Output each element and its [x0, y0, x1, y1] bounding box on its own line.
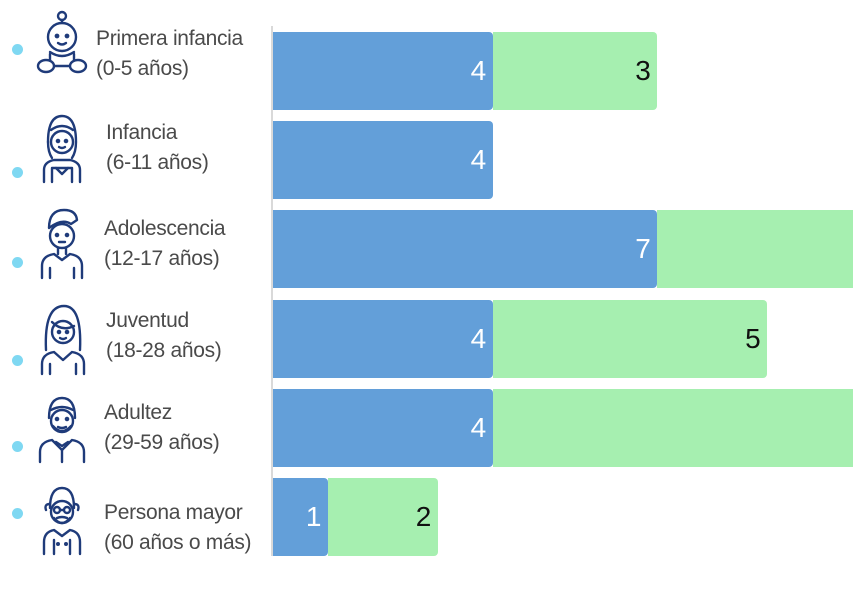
- bar-series1: [273, 478, 328, 556]
- bar-series1: [273, 210, 658, 289]
- category-label-line1: Adolescencia: [104, 217, 226, 240]
- child-girl-icon: [36, 112, 88, 184]
- category-label-line2: (0-5 años): [96, 57, 189, 80]
- teen-boy-icon: [36, 206, 88, 280]
- bar-series2: [492, 299, 768, 378]
- category-label-line1: Primera infancia: [96, 27, 243, 50]
- row-bullet: [12, 44, 23, 55]
- elderly-man-icon: [36, 482, 88, 556]
- bar-value-label: 4: [470, 144, 487, 176]
- bar-value-label: 4: [470, 411, 487, 443]
- bar-series1: [273, 32, 493, 110]
- row-bullet: [12, 257, 23, 268]
- young-woman-icon: [36, 302, 88, 376]
- category-label: Persona mayor (60 años o más): [104, 498, 252, 558]
- category-label-line2: (29-59 años): [104, 431, 220, 454]
- row-bullet: [12, 508, 23, 519]
- category-label-line1: Adultez: [104, 401, 172, 424]
- category-label: Adultez (29-59 años): [104, 398, 220, 458]
- bar-series2: [492, 32, 658, 110]
- category-label-line1: Persona mayor: [104, 501, 243, 524]
- category-label-line2: (6-11 años): [106, 151, 209, 174]
- bar-value-label: 1: [305, 501, 322, 532]
- bar-series1: [273, 121, 493, 200]
- bar-series2: [657, 210, 853, 289]
- category-label-line1: Infancia: [106, 121, 178, 144]
- bar-value-label: 4: [470, 322, 487, 354]
- baby-icon: [36, 8, 88, 80]
- bar-value-label: 4: [470, 55, 487, 86]
- category-label-line2: (18-28 años): [106, 339, 222, 362]
- category-label-line1: Juventud: [106, 309, 189, 332]
- category-label-line2: (12-17 años): [104, 247, 220, 270]
- category-label-line2: (60 años o más): [104, 531, 252, 554]
- bar-series1: [273, 299, 493, 378]
- bar-series2: [492, 388, 853, 467]
- bar-value-label: 2: [415, 501, 432, 532]
- adult-man-icon: [36, 392, 88, 464]
- row-bullet: [12, 441, 23, 452]
- category-label: Primera infancia (0-5 años): [96, 24, 243, 84]
- category-label: Juventud (18-28 años): [106, 306, 222, 366]
- bar-value-label: 5: [745, 322, 761, 354]
- category-label: Infancia (6-11 años): [106, 118, 209, 178]
- bar-value-label: 3: [635, 55, 651, 86]
- row-bullet: [12, 167, 23, 178]
- row-bullet: [12, 355, 23, 366]
- bar-series1: [273, 388, 493, 467]
- bar-value-label: 7: [635, 233, 651, 265]
- category-axis-line: [271, 26, 273, 556]
- bar-series2: [327, 478, 438, 556]
- category-label: Adolescencia (12-17 años): [104, 214, 226, 274]
